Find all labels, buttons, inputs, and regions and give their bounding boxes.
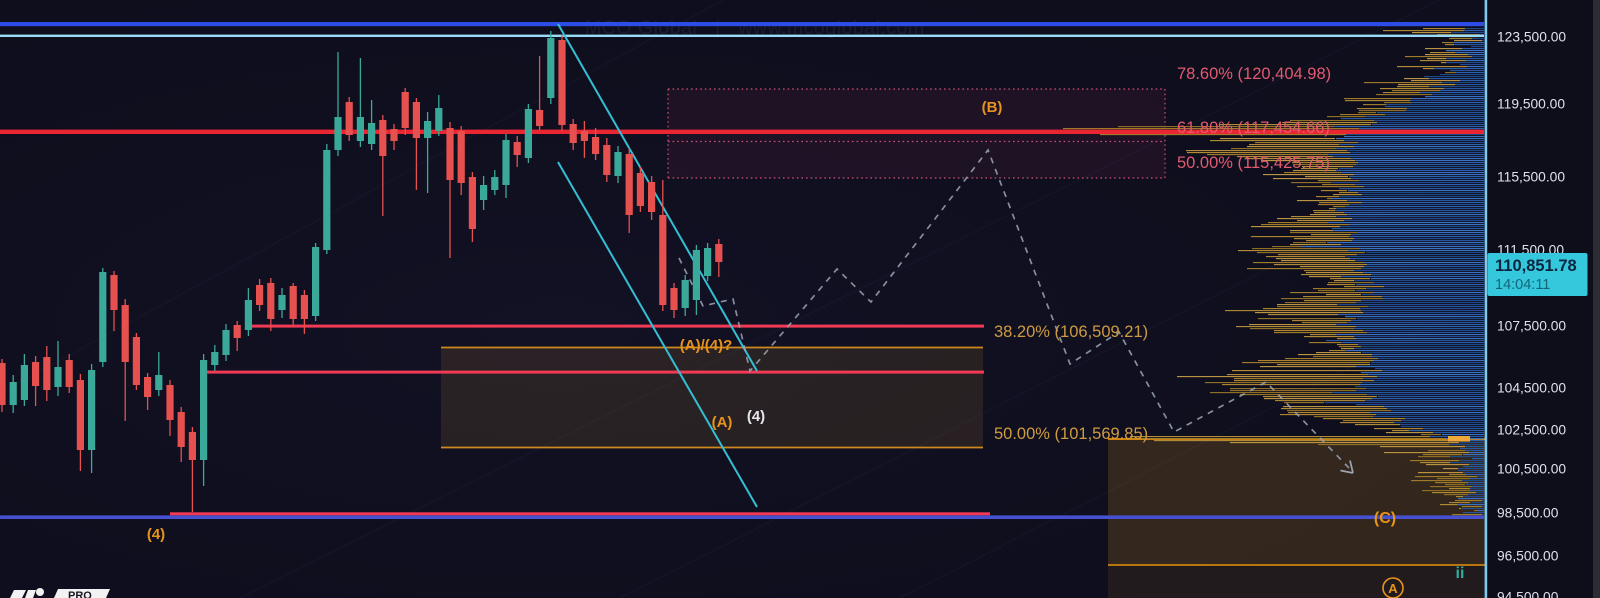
svg-text:123,500.00: 123,500.00: [1497, 30, 1566, 45]
svg-text:50.00% (115,425.75): 50.00% (115,425.75): [1177, 154, 1330, 172]
svg-text:(A)/(4)?: (A)/(4)?: [680, 337, 733, 354]
svg-text:ii: ii: [1456, 565, 1465, 582]
svg-text:102,500.00: 102,500.00: [1497, 423, 1566, 438]
svg-text:110,851.78: 110,851.78: [1495, 257, 1577, 275]
svg-text:(A): (A): [712, 414, 733, 431]
svg-text:38.20% (106,509.21): 38.20% (106,509.21): [994, 323, 1148, 341]
svg-text:100,500.00: 100,500.00: [1497, 462, 1566, 477]
svg-text:119,500.00: 119,500.00: [1497, 97, 1565, 112]
svg-text:96,500.00: 96,500.00: [1497, 549, 1559, 564]
svg-text:14:04:11: 14:04:11: [1495, 277, 1550, 293]
svg-text:A: A: [1388, 581, 1398, 596]
svg-text:61.80% (117,454.66): 61.80% (117,454.66): [1177, 119, 1330, 137]
svg-text:78.60% (120,404.98): 78.60% (120,404.98): [1177, 65, 1331, 83]
svg-text:PRO: PRO: [68, 590, 92, 598]
svg-text:107,500.00: 107,500.00: [1497, 319, 1566, 334]
svg-text:94,500.00: 94,500.00: [1497, 590, 1559, 598]
svg-text:(4): (4): [747, 408, 765, 425]
svg-text:(4): (4): [147, 526, 165, 543]
svg-text:50.00% (101,569.85): 50.00% (101,569.85): [994, 425, 1148, 443]
svg-text:(B): (B): [982, 99, 1003, 116]
svg-text:(C): (C): [1374, 510, 1396, 527]
svg-text:98,500.00: 98,500.00: [1497, 506, 1559, 521]
svg-text:104,500.00: 104,500.00: [1497, 381, 1566, 396]
svg-text:115,500.00: 115,500.00: [1497, 170, 1565, 185]
